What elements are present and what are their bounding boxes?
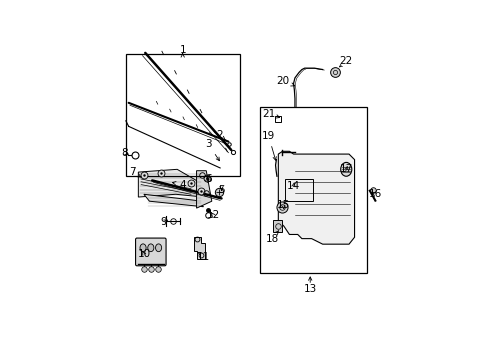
Text: 3: 3 <box>205 139 219 161</box>
Text: 12: 12 <box>206 210 220 220</box>
Text: 18: 18 <box>265 231 278 244</box>
Text: 22: 22 <box>339 56 352 66</box>
Bar <box>273 220 281 232</box>
Bar <box>260 107 366 273</box>
Text: 16: 16 <box>368 189 382 199</box>
Text: 13: 13 <box>303 284 316 293</box>
Text: 17: 17 <box>339 164 352 174</box>
Text: 9: 9 <box>160 217 167 227</box>
Polygon shape <box>138 169 203 197</box>
Text: 20: 20 <box>275 76 294 86</box>
Polygon shape <box>193 237 204 260</box>
Text: 14: 14 <box>286 181 300 191</box>
Ellipse shape <box>155 244 162 252</box>
Polygon shape <box>278 151 354 244</box>
Text: 21: 21 <box>262 109 279 119</box>
Text: 10: 10 <box>137 249 150 259</box>
Text: 19: 19 <box>262 131 276 160</box>
Text: 6: 6 <box>205 174 212 184</box>
Polygon shape <box>143 194 203 207</box>
Text: 2: 2 <box>216 130 225 140</box>
Bar <box>285 179 312 201</box>
Text: 15: 15 <box>276 201 289 210</box>
Ellipse shape <box>147 244 154 252</box>
Ellipse shape <box>340 162 351 176</box>
Text: 7: 7 <box>129 167 141 177</box>
Text: 8: 8 <box>121 148 128 158</box>
Text: 5: 5 <box>218 185 224 195</box>
Text: 11: 11 <box>197 252 210 262</box>
Text: 1: 1 <box>179 45 185 55</box>
FancyBboxPatch shape <box>135 238 166 266</box>
Text: 4: 4 <box>172 180 185 190</box>
Ellipse shape <box>140 244 146 252</box>
Polygon shape <box>196 171 211 208</box>
Bar <box>125 54 239 176</box>
